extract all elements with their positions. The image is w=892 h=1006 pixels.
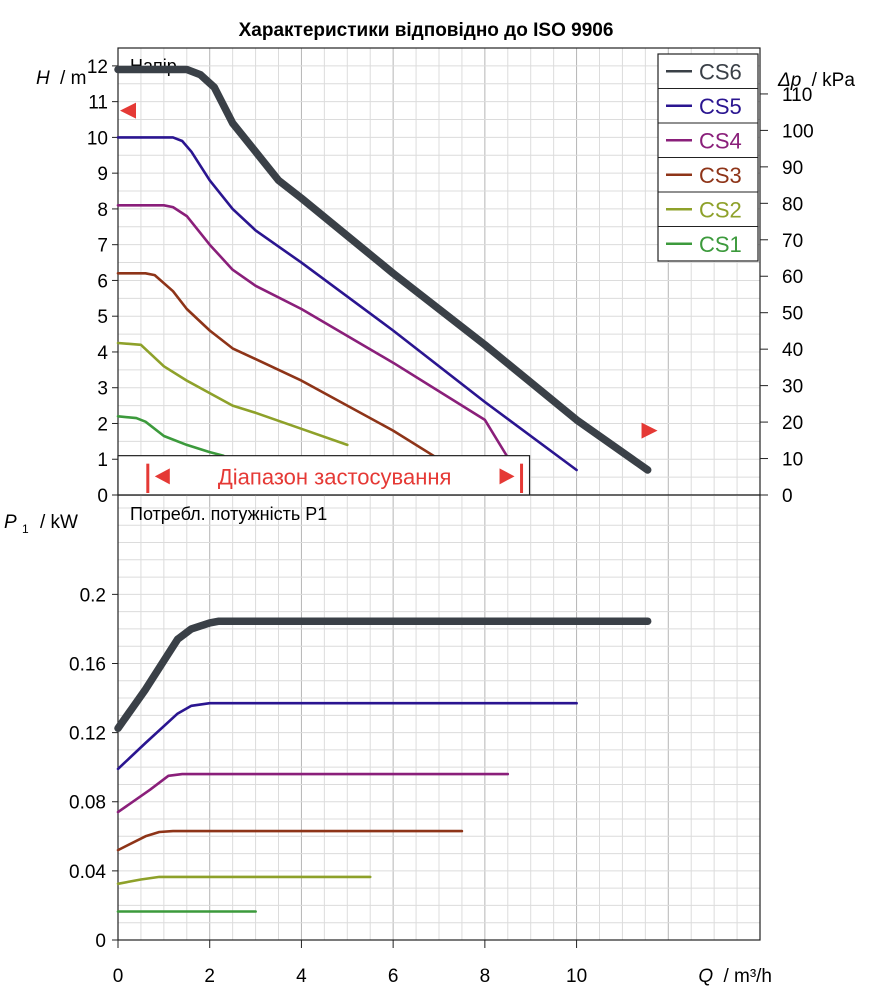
power-panel: Потребл. потужність P1 P 1 / kW Q / m³/h… — [4, 494, 772, 987]
head-y-tick-label: 12 — [87, 57, 108, 78]
head-curve-cs5 — [116, 136, 578, 472]
power-plot-frame — [117, 494, 761, 941]
head-curve-cs2 — [116, 341, 349, 447]
head-y-tick-label: 0 — [97, 486, 108, 507]
head-y2-tick-label: 60 — [782, 267, 803, 288]
chart-title: Характеристики відповідно до ISO 9906 — [239, 20, 614, 41]
head-y2-tick-label: 100 — [782, 121, 814, 142]
head-y-axis-unit: / m — [60, 68, 86, 89]
power-x-tick-label: 8 — [480, 966, 491, 987]
legend-label-cs3: CS3 — [699, 163, 742, 188]
head-curves — [114, 65, 652, 474]
head-y2-tick-label: 90 — [782, 158, 803, 179]
power-y-axis-symbol: P — [4, 512, 17, 533]
head-y-tick-label: 8 — [97, 200, 108, 221]
power-curves — [114, 617, 652, 913]
head-y-tick-label: 2 — [97, 414, 108, 435]
power-y-tick-label: 0.2 — [80, 585, 106, 606]
power-x-tick-label: 4 — [296, 966, 307, 987]
max-head-marker-arrow — [120, 102, 136, 119]
power-tick-labels: 0 0.04 0.08 0.12 0.16 0.2 0 2 4 6 8 10 — [69, 585, 587, 987]
head-y-axis-label: H / m — [36, 68, 86, 89]
head-y2-tick-label: 70 — [782, 231, 803, 252]
power-y-tick-label: 0.16 — [69, 654, 106, 675]
application-range-label: Діапазон застосування — [218, 464, 452, 489]
head-curve-cs4 — [116, 204, 510, 459]
power-x-tick-label: 6 — [388, 966, 399, 987]
power-y-tick-label: 0 — [95, 931, 106, 952]
head-y-tick-label: 4 — [97, 343, 108, 364]
power-x-tick-label: 0 — [113, 966, 124, 987]
head-y-tick-label: 3 — [97, 379, 108, 400]
legend: CS6 CS5 CS4 CS3 CS2 CS1 — [657, 53, 759, 262]
head-y2-tick-label: 20 — [782, 413, 803, 434]
application-range-left-arrow — [154, 468, 170, 485]
power-x-tick-label: 10 — [566, 966, 587, 987]
head-y-tick-label: 7 — [97, 236, 108, 257]
legend-label-cs5: CS5 — [699, 94, 742, 119]
head-y2-tick-label: 30 — [782, 377, 803, 398]
power-x-tick-label: 2 — [204, 966, 215, 987]
head-curve-cs3 — [116, 272, 441, 461]
power-y-axis-unit: / kW — [40, 512, 78, 533]
power-y-tick-label: 0.12 — [69, 724, 106, 745]
head-y2-tick-label: 50 — [782, 304, 803, 325]
power-x-axis-unit: / m³/h — [723, 966, 772, 987]
power-x-axis-label: Q / m³/h — [698, 966, 772, 987]
power-x-axis-symbol: Q — [698, 966, 713, 987]
head-panel: Напір H / m Δp / kPa 0123456789101112010… — [36, 47, 855, 507]
head-curve-cs6 — [114, 65, 652, 474]
head-y-tick-label: 9 — [97, 164, 108, 185]
head-curve-cs1 — [116, 415, 225, 457]
power-curve-cs4 — [116, 772, 510, 814]
power-y-tick-label: 0.04 — [69, 862, 106, 883]
head-y-tick-label: 10 — [87, 128, 108, 149]
head-y-axis-symbol: H — [36, 68, 50, 89]
power-panel-label: Потребл. потужність P1 — [130, 504, 327, 524]
head-y2-tick-label: 40 — [782, 340, 803, 361]
legend-label-cs1: CS1 — [699, 232, 742, 257]
application-range-box — [117, 455, 531, 496]
max-flow-marker-arrow — [641, 422, 658, 439]
head-y2-axis-symbol: Δp — [777, 70, 801, 91]
legend-label-cs4: CS4 — [699, 128, 742, 153]
application-range-right-arrow — [499, 468, 515, 485]
power-curve-cs2 — [116, 875, 372, 886]
head-y-tick-label: 5 — [97, 307, 108, 328]
power-y-axis-subscript: 1 — [22, 522, 29, 536]
application-range: Діапазон застосування — [117, 102, 658, 496]
head-tick-labels: 0123456789101112010203040506070809010011… — [87, 57, 814, 507]
legend-label-cs2: CS2 — [699, 197, 742, 222]
head-y2-tick-label: 0 — [782, 486, 793, 507]
power-y-axis-label: P 1 / kW — [4, 512, 78, 538]
head-y2-tick-label: 10 — [782, 450, 803, 471]
head-y2-tick-label: 80 — [782, 194, 803, 215]
power-curve-cs6 — [114, 617, 652, 733]
head-y-tick-label: 11 — [88, 93, 108, 114]
head-y2-tick-label: 110 — [782, 85, 812, 106]
power-curve-cs5 — [116, 701, 578, 771]
power-curve-cs3 — [116, 829, 464, 852]
head-y2-axis-label: Δp / kPa — [777, 70, 855, 91]
head-y2-axis-unit: / kPa — [812, 70, 856, 91]
power-gridlines — [117, 495, 761, 941]
head-y-tick-label: 1 — [97, 450, 108, 471]
power-y-tick-label: 0.08 — [69, 793, 106, 814]
legend-label-cs6: CS6 — [699, 59, 742, 84]
head-y-tick-label: 6 — [97, 271, 108, 292]
